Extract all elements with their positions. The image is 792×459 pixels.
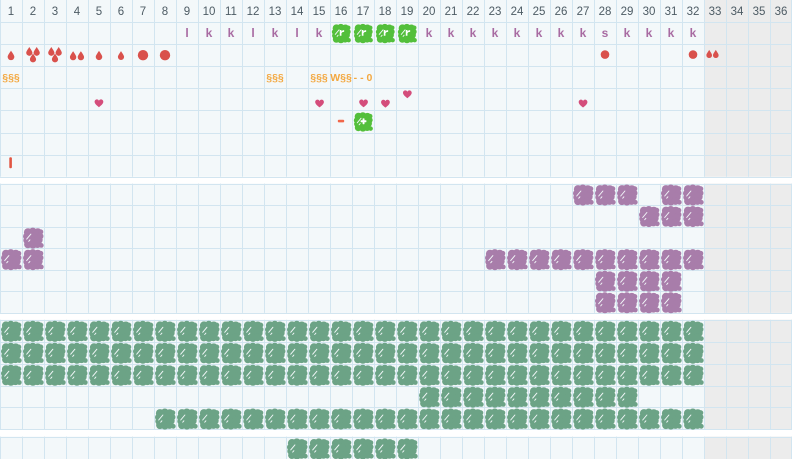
svg-text:11: 11 [225, 6, 237, 18]
svg-text:25: 25 [533, 6, 546, 18]
svg-text:13: 13 [269, 6, 282, 18]
svg-text:k: k [580, 26, 587, 40]
svg-text:36: 36 [775, 6, 788, 18]
svg-text:19: 19 [401, 6, 414, 18]
svg-text:34: 34 [731, 6, 744, 18]
svg-text:14: 14 [291, 6, 304, 18]
svg-text:30: 30 [643, 6, 656, 18]
svg-text:21: 21 [445, 6, 458, 18]
svg-text:7: 7 [140, 6, 146, 18]
svg-text:§§§: §§§ [2, 72, 20, 84]
svg-text:33: 33 [709, 6, 722, 18]
svg-text:1: 1 [8, 6, 14, 18]
svg-text:k: k [536, 26, 543, 40]
svg-text:k: k [316, 26, 323, 40]
svg-text:26: 26 [555, 6, 568, 18]
svg-text:k: k [206, 26, 213, 40]
svg-text:k: k [624, 26, 631, 40]
svg-text:22: 22 [467, 6, 480, 18]
svg-text:l: l [185, 26, 188, 40]
svg-text:29: 29 [621, 6, 634, 18]
svg-text:32: 32 [687, 6, 700, 18]
svg-text:10: 10 [203, 6, 216, 18]
svg-text:24: 24 [511, 6, 524, 18]
svg-text:k: k [514, 26, 521, 40]
svg-text:k: k [272, 26, 279, 40]
svg-text:l: l [251, 26, 254, 40]
svg-text:W§§: W§§ [330, 72, 352, 84]
svg-text:23: 23 [489, 6, 502, 18]
svg-text:16: 16 [335, 6, 348, 18]
svg-text:k: k [558, 26, 565, 40]
svg-text:3: 3 [52, 6, 58, 18]
svg-text:9: 9 [184, 6, 190, 18]
svg-text:4: 4 [74, 6, 81, 18]
svg-text:k: k [470, 26, 477, 40]
svg-text:k: k [668, 26, 675, 40]
svg-text:k: k [426, 26, 433, 40]
svg-text:15: 15 [313, 6, 326, 18]
svg-text:k: k [690, 26, 697, 40]
svg-text:l: l [295, 26, 298, 40]
svg-text:20: 20 [423, 6, 436, 18]
svg-text:s: s [602, 26, 609, 40]
svg-text:k: k [448, 26, 455, 40]
svg-text:- - 0: - - 0 [354, 72, 373, 84]
svg-text:12: 12 [247, 6, 260, 18]
svg-text:27: 27 [577, 6, 590, 18]
svg-text:18: 18 [379, 6, 392, 18]
svg-text:8: 8 [162, 6, 168, 18]
svg-text:§§§: §§§ [266, 72, 284, 84]
svg-text:31: 31 [665, 6, 678, 18]
svg-text:17: 17 [357, 6, 370, 18]
svg-text:k: k [646, 26, 653, 40]
svg-text:5: 5 [96, 6, 102, 18]
svg-text:28: 28 [599, 6, 612, 18]
svg-text:6: 6 [118, 6, 124, 18]
svg-text:k: k [228, 26, 235, 40]
svg-text:35: 35 [753, 6, 766, 18]
svg-text:2: 2 [30, 6, 36, 18]
svg-text:k: k [492, 26, 499, 40]
svg-text:§§§: §§§ [310, 72, 328, 84]
